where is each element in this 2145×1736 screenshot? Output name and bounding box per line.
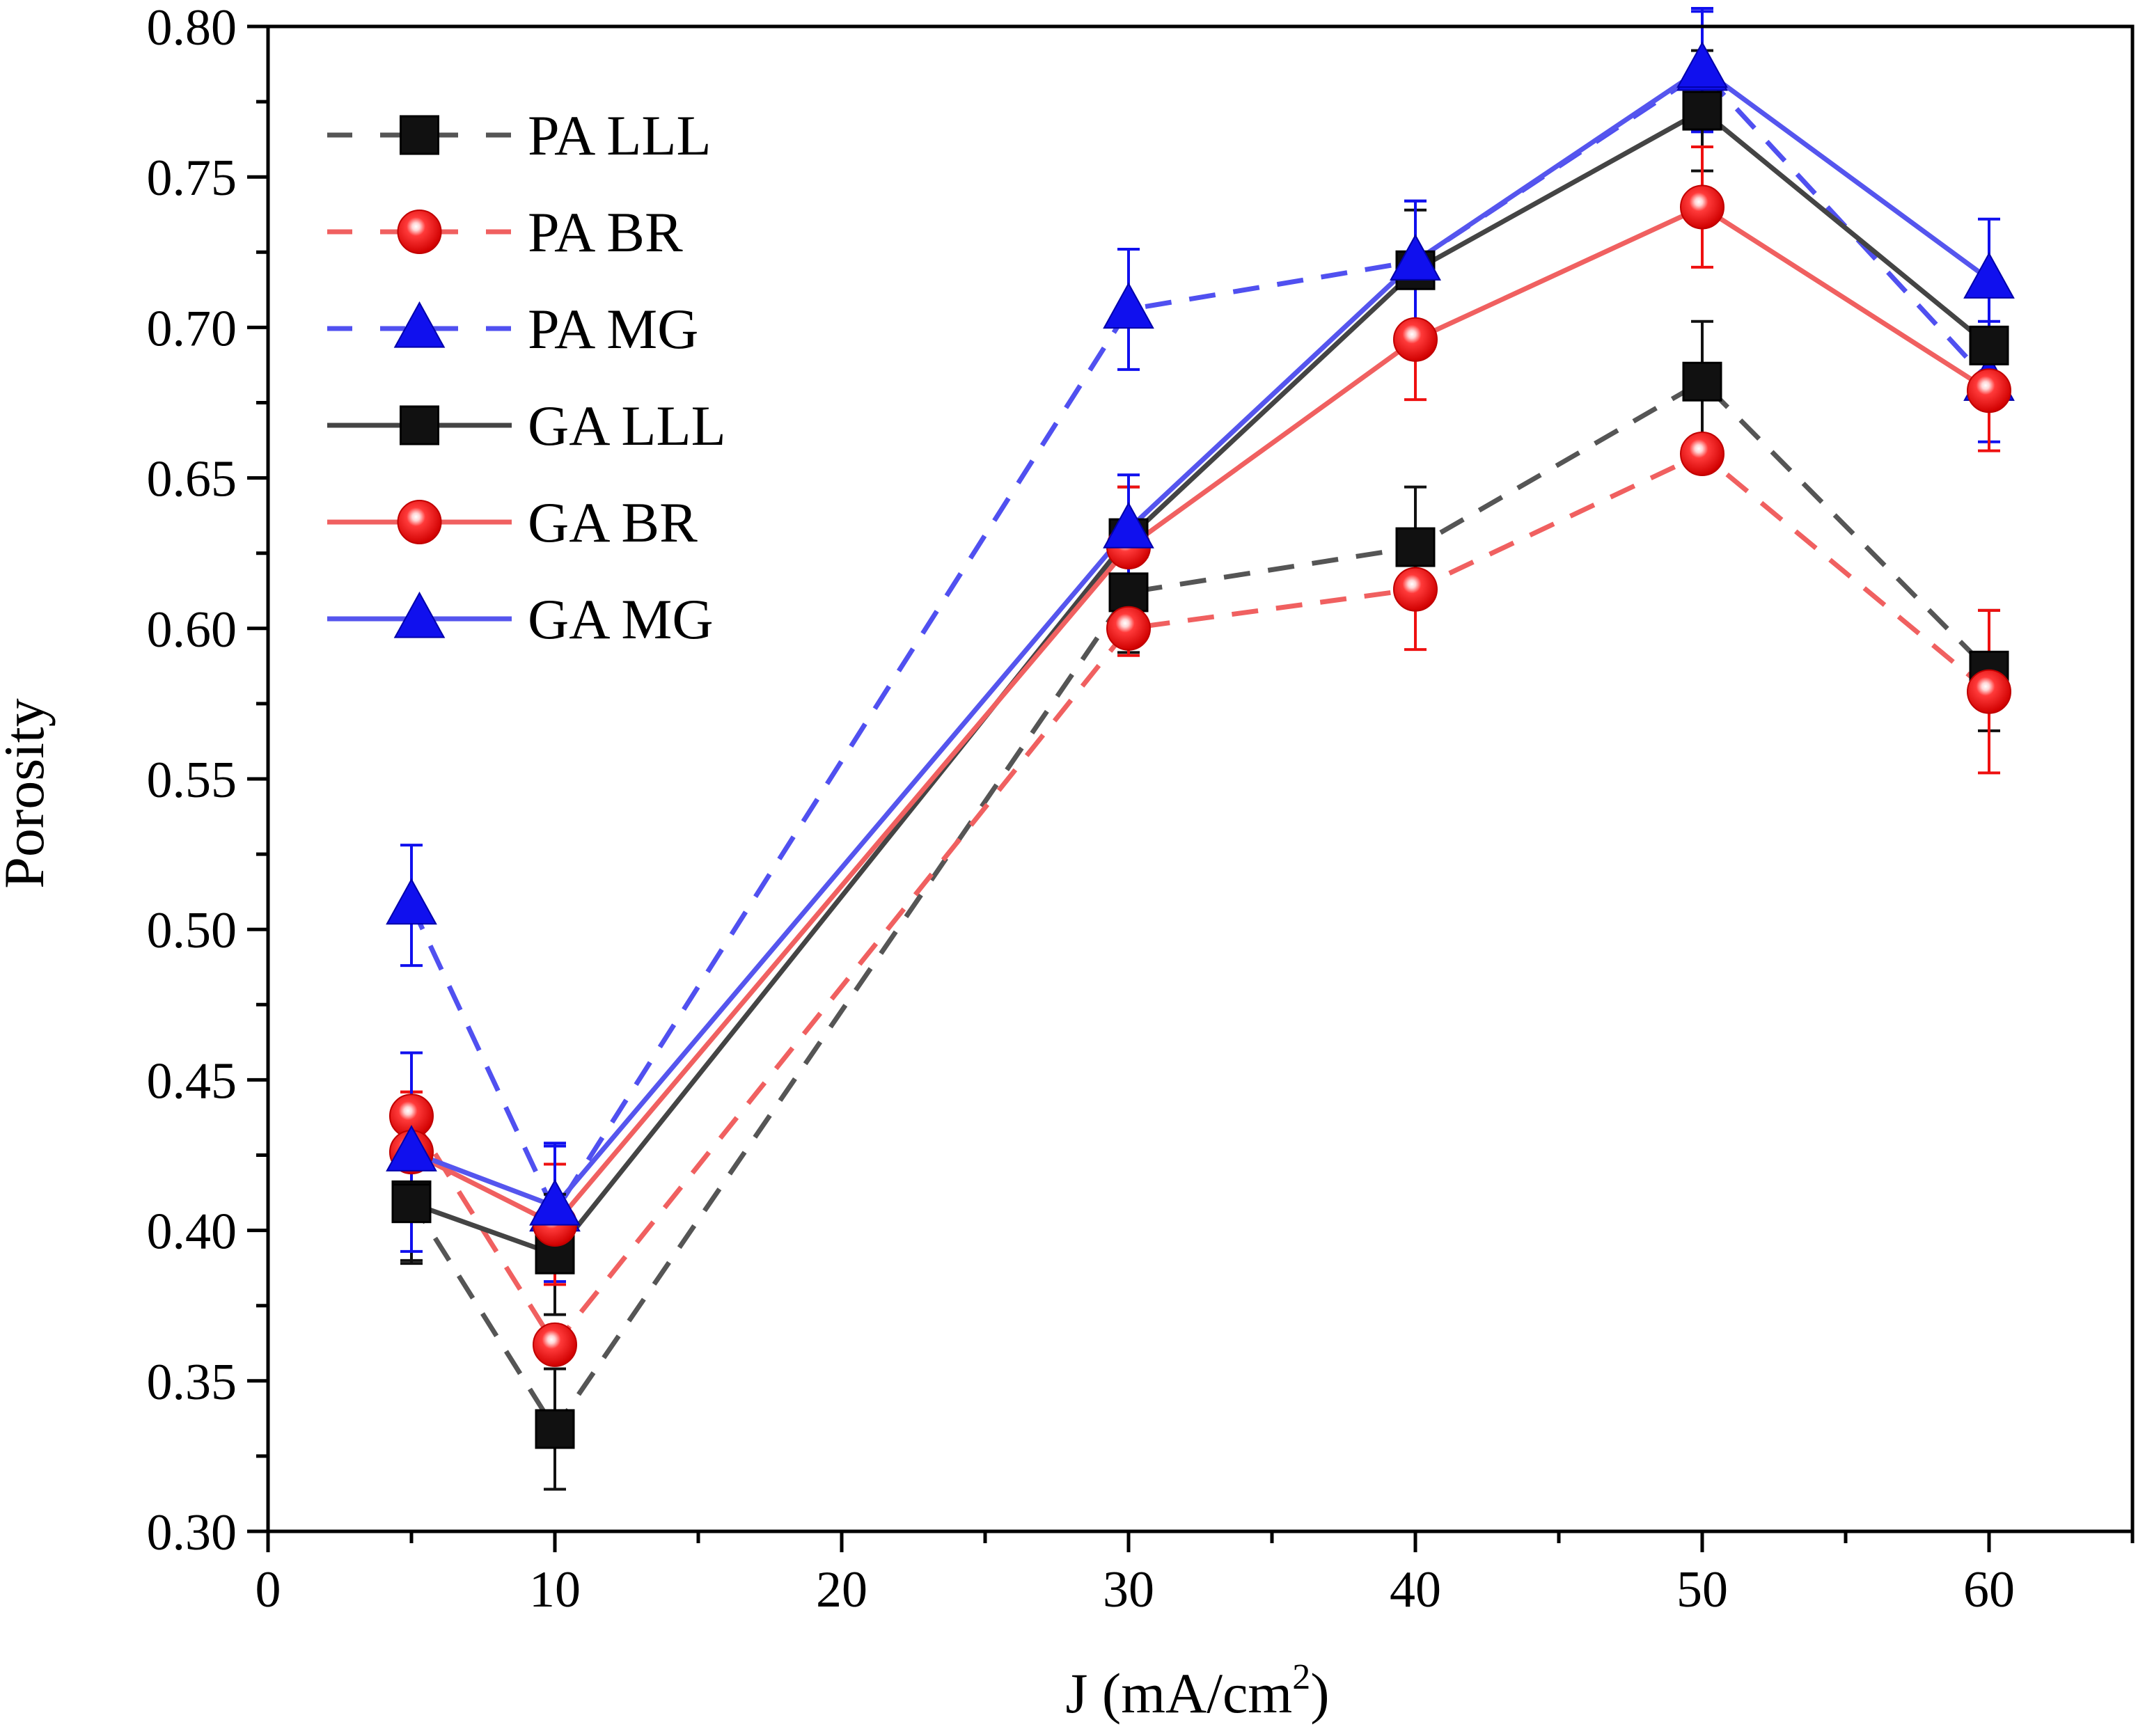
x-axis-title-end: ) <box>1310 1662 1329 1725</box>
x-tick-label: 0 <box>256 1561 281 1618</box>
data-point-ga-mg <box>529 1178 581 1226</box>
series-line-pa-lll <box>409 379 1991 1432</box>
y-tick-label: 0.60 <box>147 601 237 658</box>
y-tick-label: 0.50 <box>147 902 237 959</box>
x-tick-label: 20 <box>816 1561 867 1618</box>
data-point-ga-mg <box>1676 41 1728 88</box>
data-point-pa-br <box>1393 567 1438 612</box>
x-axis-title: J (mA/cm2) <box>1066 1657 1330 1725</box>
legend-entry-pa-mg: PA MG <box>327 297 698 361</box>
y-tick-label: 0.30 <box>147 1504 237 1561</box>
legend-marker <box>393 591 446 638</box>
data-point-ga-lll <box>1969 325 2009 365</box>
legend-marker <box>400 115 439 155</box>
legend-label: PA MG <box>528 297 698 361</box>
legend-label: GA BR <box>528 491 698 554</box>
data-point-ga-lll <box>1682 90 1722 131</box>
series-line-ga-mg <box>410 66 1991 1209</box>
legend-label: GA MG <box>528 587 714 651</box>
y-tick-label: 0.35 <box>147 1354 237 1411</box>
legend-entry-pa-br: PA BR <box>327 200 683 264</box>
x-tick-label: 60 <box>1963 1561 2015 1618</box>
data-point-pa-br <box>1106 606 1151 651</box>
data-point-ga-br <box>1967 368 2011 413</box>
legend-entry-pa-lll: PA LLL <box>327 104 712 167</box>
data-point-ga-br <box>1680 184 1724 230</box>
series-line-pa-mg <box>409 69 1991 1215</box>
legend-marker <box>397 210 442 254</box>
legend-marker <box>393 301 446 348</box>
legend-entry-ga-lll: GA LLL <box>327 394 726 457</box>
data-point-pa-br <box>1967 669 2011 714</box>
plot-area <box>386 7 2015 1491</box>
data-point-pa-lll <box>1395 527 1436 567</box>
data-point-pa-br <box>1680 432 1724 477</box>
data-point-pa-lll <box>1108 572 1149 613</box>
data-point-pa-lll <box>1682 361 1722 402</box>
legend-entry-ga-mg: GA MG <box>327 587 714 651</box>
x-tick-label: 30 <box>1103 1561 1154 1618</box>
legend-label: PA BR <box>528 200 683 264</box>
axes: 0 10 20 30 40 50 60 0.30 0.35 0.40 0.45 0.50 0.55 0.6… <box>147 0 2135 1618</box>
series-line-ga-br <box>410 204 1990 1227</box>
legend-entry-ga-br: GA BR <box>327 491 698 554</box>
data-point-ga-mg <box>1963 252 2015 299</box>
legend-marker <box>400 405 439 445</box>
data-point-pa-mg <box>386 878 437 925</box>
data-point-ga-mg <box>1103 502 1154 549</box>
x-tick-label: 50 <box>1676 1561 1728 1618</box>
data-point-pa-mg <box>1103 282 1154 329</box>
data-point-ga-lll <box>391 1183 432 1224</box>
data-point-pa-lll <box>535 1409 575 1449</box>
legend-label: PA LLL <box>528 104 712 167</box>
y-tick-label: 0.80 <box>147 0 237 56</box>
y-tick-label: 0.70 <box>147 300 237 357</box>
series-line-ga-lll <box>410 108 1991 1257</box>
data-point-ga-mg <box>1390 234 1441 281</box>
data-point-pa-br <box>533 1322 577 1367</box>
x-axis-title-superscript: 2 <box>1292 1657 1310 1697</box>
y-tick-label: 0.65 <box>147 451 237 508</box>
y-tick-label: 0.45 <box>147 1052 237 1110</box>
x-tick-label: 10 <box>529 1561 581 1618</box>
data-point-ga-br <box>1393 317 1438 362</box>
y-tick-label: 0.55 <box>147 752 237 809</box>
x-axis-title-main: J (mA/cm <box>1066 1662 1293 1725</box>
y-axis-title: Porosity <box>0 698 56 888</box>
x-tick-label: 40 <box>1390 1561 1441 1618</box>
legend-marker <box>397 500 442 544</box>
legend: PA LLL PA BR PA MG GA LLL GA BR GA MG <box>327 104 726 651</box>
series-line-pa-br <box>409 451 1991 1348</box>
legend-label: GA LLL <box>528 394 726 457</box>
data-point-ga-mg <box>386 1125 437 1171</box>
y-tick-label: 0.75 <box>147 150 237 207</box>
y-tick-label: 0.40 <box>147 1204 237 1261</box>
